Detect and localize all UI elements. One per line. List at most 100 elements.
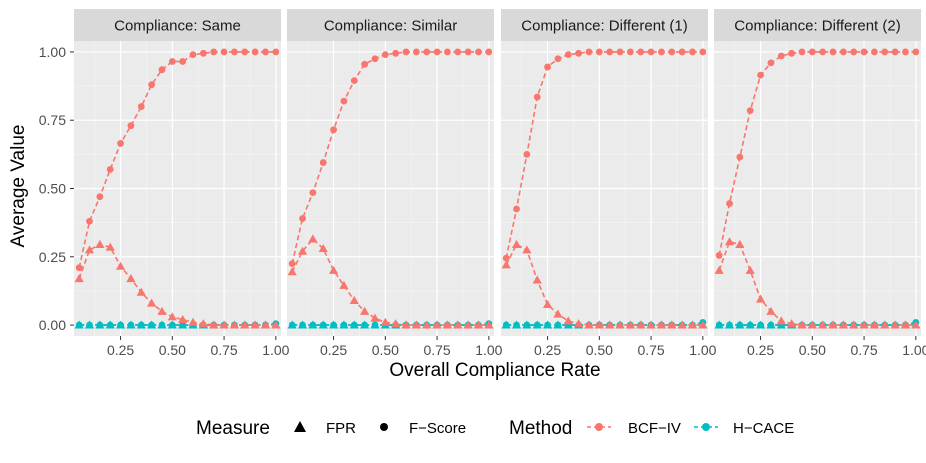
data-point [808,48,816,56]
facet-title: Compliance: Different (1) [521,18,687,35]
facet-panel: Compliance: Different (1) 0.25 0.50 0.75 1.0… [501,9,717,358]
y-axis-title: Average Value [8,125,29,248]
data-point [288,260,296,268]
data-point [167,320,177,329]
legend-label-bcf-iv: BCF−IV [628,420,681,437]
data-point [678,48,686,56]
legend-label-h-cace: H−CACE [733,420,794,437]
data-point [126,274,136,283]
x-tick-label: 0.75 [423,342,450,358]
data-point [819,48,827,56]
data-point [297,320,308,329]
data-point [328,265,339,274]
data-point [574,319,584,328]
data-point [86,217,93,225]
data-point [533,93,541,101]
panels-layer: 0.00 0.25 0.50 0.75 1.00 Compliance: Same 0.25… [39,9,926,358]
data-point [95,239,105,248]
data-point [735,239,745,248]
series-bcf-iv-f-score [75,48,280,272]
data-point [687,320,698,329]
data-point [584,320,594,329]
data-point [136,320,146,329]
facet-title: Compliance: Different (2) [734,18,900,35]
series-bcf-iv-f-score [715,48,920,259]
data-point [511,320,522,329]
data-point [105,320,115,329]
data-point [542,320,553,329]
legend-measure-title: Measure [196,418,270,439]
data-point [262,48,269,56]
data-point [251,48,259,56]
data-point [158,66,166,74]
data-point [360,320,370,329]
data-point [271,320,281,329]
data-point [361,60,369,68]
data-point [147,298,157,307]
circle-icon [702,423,710,431]
data-point [839,48,847,56]
data-point [797,320,807,329]
data-point [714,265,724,274]
data-point [616,48,624,56]
data-point [96,193,104,201]
data-point [330,126,337,134]
data-point [828,320,838,329]
x-tick-label: 0.25 [747,342,774,358]
data-point [726,200,733,207]
data-point [423,48,431,56]
data-point [84,245,95,254]
data-point [309,189,317,196]
data-point [595,48,603,56]
series-line [718,240,916,326]
data-point [453,320,463,329]
data-point [912,48,920,56]
data-point [766,320,776,329]
data-point [432,320,442,329]
data-point [349,320,359,329]
data-point [798,48,806,56]
data-point [605,320,615,329]
x-tick-label: 0.50 [799,342,826,358]
legend-label-fscore: F−Score [409,420,466,437]
data-point [698,320,708,329]
data-point [564,51,572,59]
data-point [231,48,238,56]
y-tick-label: 0.50 [39,181,66,197]
data-point [735,320,745,329]
data-point [444,48,451,56]
circle-icon [595,423,603,431]
data-point [360,306,370,315]
data-point [502,254,510,262]
data-point [381,51,389,59]
data-point [777,52,785,60]
x-tick-label: 0.75 [210,342,237,358]
data-point [699,48,707,56]
data-point [755,294,766,303]
data-point [433,48,441,56]
data-point [594,320,604,329]
data-point [454,48,462,56]
data-point [746,107,754,115]
data-point [626,48,634,56]
facet-title: Compliance: Similar [324,18,457,35]
data-point [755,320,766,329]
data-point [95,320,105,329]
data-point [585,48,593,56]
x-tick-label: 1.00 [689,342,716,358]
data-point [178,320,188,329]
data-point [736,153,744,161]
data-point [319,159,327,166]
y-tick-label: 0.75 [39,112,66,128]
data-point [647,48,655,56]
data-point [522,320,532,329]
data-point [625,320,635,329]
data-point [84,320,95,329]
series-bcf-iv-fpr [74,239,281,329]
facet-title: Compliance: Same [114,18,241,35]
data-point [637,48,645,56]
data-point [199,49,207,57]
data-point [411,320,421,329]
facet-strip [714,9,921,41]
